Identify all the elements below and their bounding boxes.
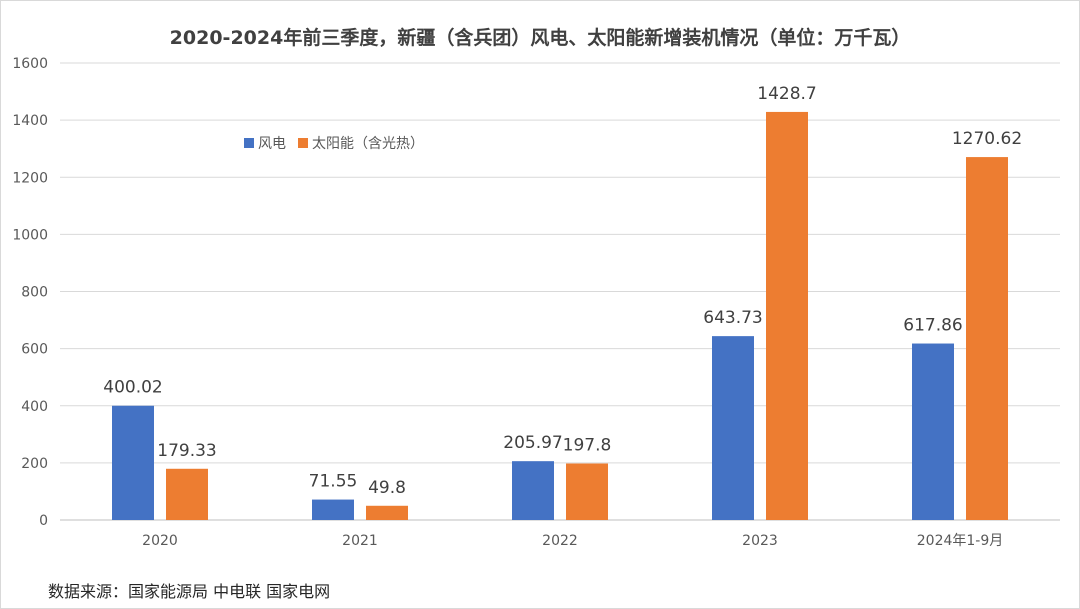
grid-lines xyxy=(60,62,1060,521)
data-label: 71.55 xyxy=(309,472,358,492)
legend: 风电 太阳能（含光热） xyxy=(244,136,424,152)
data-labels: 400.02 179.33 71.55 49.8 205.97 197.8 643.73 14… xyxy=(103,84,1022,498)
source-note: 数据来源：国家能源局 中电联 国家电网 xyxy=(48,582,331,601)
bar-wind xyxy=(712,336,754,520)
y-tick-label: 600 xyxy=(21,342,48,358)
x-tick-label: 2023 xyxy=(742,533,778,549)
data-label: 179.33 xyxy=(157,441,216,461)
y-tick-label: 1400 xyxy=(12,113,48,129)
y-tick-label: 1600 xyxy=(12,56,48,72)
bar-solar xyxy=(966,157,1008,520)
bar-solar xyxy=(366,505,408,520)
data-label: 400.02 xyxy=(103,378,162,398)
bars xyxy=(112,111,1008,521)
legend-label: 太阳能（含光热） xyxy=(312,136,424,152)
y-tick-label: 0 xyxy=(39,513,48,529)
x-tick-label: 2022 xyxy=(542,533,578,549)
bar-wind xyxy=(312,499,354,520)
data-label: 197.8 xyxy=(563,436,612,456)
legend-swatch xyxy=(298,138,308,148)
data-label: 643.73 xyxy=(703,308,762,328)
bar-solar xyxy=(766,111,808,521)
y-tick-label: 400 xyxy=(21,399,48,415)
x-tick-label: 2020 xyxy=(142,533,178,549)
data-label: 1428.7 xyxy=(757,84,816,104)
chart-title: 2020-2024年前三季度，新疆（含兵团）风电、太阳能新增装机情况（单位：万千… xyxy=(170,26,911,49)
x-tick-label: 2024年1-9月 xyxy=(917,533,1004,549)
data-label: 617.86 xyxy=(903,316,962,336)
x-tick-label: 2021 xyxy=(342,533,378,549)
y-tick-label: 1000 xyxy=(12,227,48,243)
data-label: 49.8 xyxy=(368,478,406,498)
x-axis-ticks: 2020 2021 2022 2023 2024年1-9月 xyxy=(142,533,1003,549)
y-tick-label: 1200 xyxy=(12,170,48,186)
y-tick-label: 800 xyxy=(21,285,48,301)
data-label: 205.97 xyxy=(503,433,562,453)
bar-wind xyxy=(912,343,954,520)
bar-solar xyxy=(566,463,608,520)
legend-label: 风电 xyxy=(258,136,286,152)
bar-wind xyxy=(112,405,154,520)
legend-swatch xyxy=(244,138,254,148)
bar-wind xyxy=(512,461,554,520)
y-axis-ticks: 0 200 400 600 800 1000 1200 1400 1600 xyxy=(12,56,48,529)
data-label: 1270.62 xyxy=(952,129,1022,149)
y-tick-label: 200 xyxy=(21,456,48,472)
bar-solar xyxy=(166,468,208,520)
